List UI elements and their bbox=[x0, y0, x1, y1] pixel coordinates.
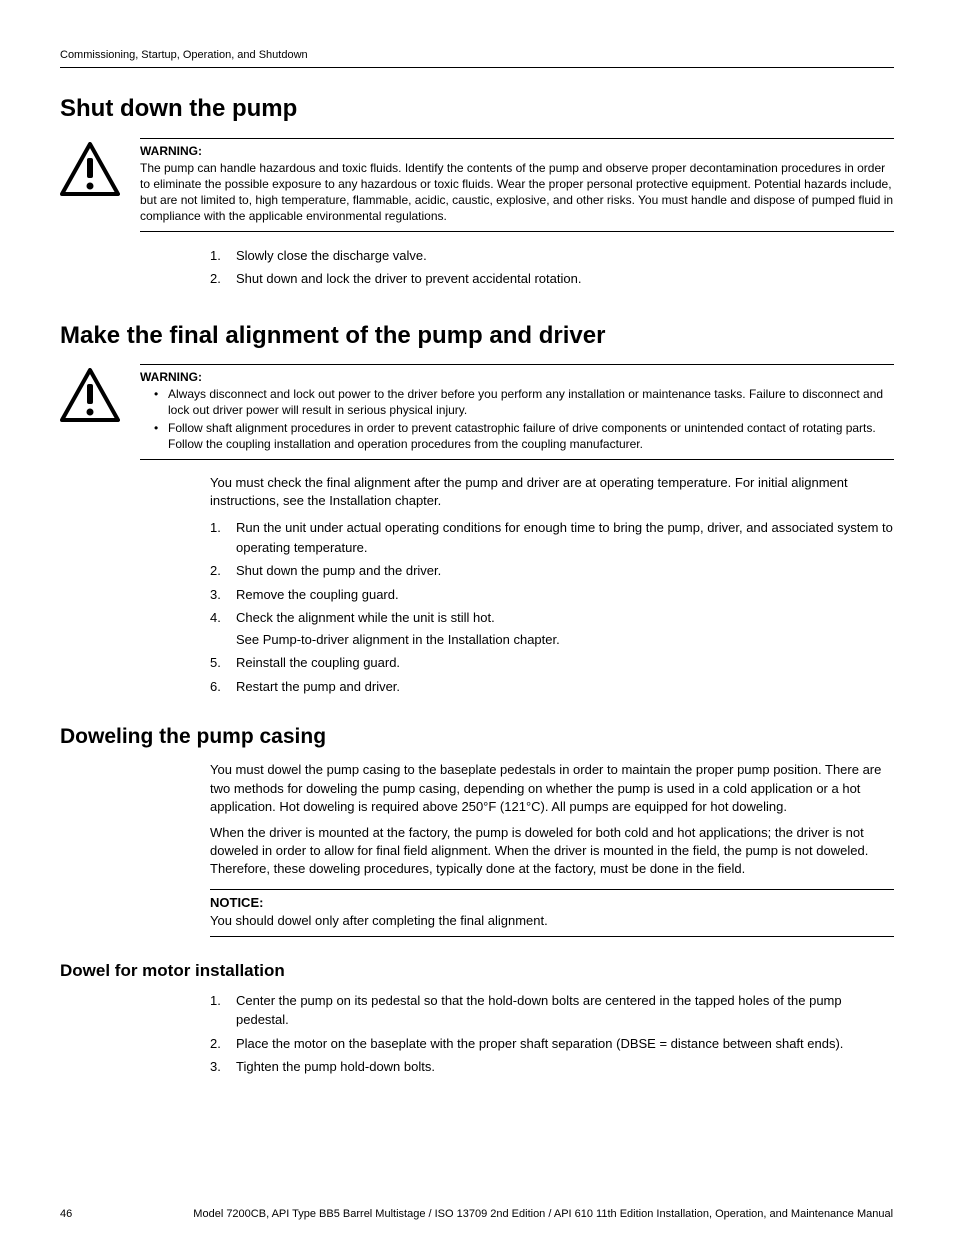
step-item: Run the unit under actual operating cond… bbox=[210, 518, 894, 557]
step-item: Center the pump on its pedestal so that … bbox=[210, 991, 894, 1030]
steps-alignment: Run the unit under actual operating cond… bbox=[210, 518, 894, 696]
warning-block-1: WARNING: The pump can handle hazardous a… bbox=[60, 138, 894, 232]
step-item: Place the motor on the baseplate with th… bbox=[210, 1034, 894, 1054]
warning-list-item: Always disconnect and lock out power to … bbox=[154, 386, 894, 418]
alignment-intro: You must check the final alignment after… bbox=[210, 474, 894, 510]
step-item: Check the alignment while the unit is st… bbox=[210, 608, 894, 649]
step-item: Tighten the pump hold-down bolts. bbox=[210, 1057, 894, 1077]
warning-list-item: Follow shaft alignment procedures in ord… bbox=[154, 420, 894, 452]
step-item: Remove the coupling guard. bbox=[210, 585, 894, 605]
steps-dowel-motor: Center the pump on its pedestal so that … bbox=[210, 991, 894, 1077]
notice-block: NOTICE: You should dowel only after comp… bbox=[210, 889, 894, 937]
warning-title: WARNING: bbox=[140, 369, 894, 386]
step-item: Slowly close the discharge valve. bbox=[210, 246, 894, 266]
warning-text: The pump can handle hazardous and toxic … bbox=[140, 160, 894, 225]
step-item: Restart the pump and driver. bbox=[210, 677, 894, 697]
page-number: 46 bbox=[60, 1207, 88, 1222]
page-footer: 46 Model 7200CB, API Type BB5 Barrel Mul… bbox=[60, 1207, 894, 1222]
notice-title: NOTICE: bbox=[210, 894, 894, 912]
warning-list: Always disconnect and lock out power to … bbox=[140, 386, 894, 453]
doweling-p2: When the driver is mounted at the factor… bbox=[210, 824, 894, 879]
warning-icon bbox=[60, 142, 120, 201]
step-item: Shut down and lock the driver to prevent… bbox=[210, 269, 894, 289]
step-item: Shut down the pump and the driver. bbox=[210, 561, 894, 581]
section-alignment-title: Make the final alignment of the pump and… bbox=[60, 319, 894, 353]
page-header: Commissioning, Startup, Operation, and S… bbox=[60, 48, 894, 68]
warning-icon bbox=[60, 368, 120, 427]
step-text: Check the alignment while the unit is st… bbox=[236, 610, 495, 625]
section-shut-down-title: Shut down the pump bbox=[60, 92, 894, 126]
notice-text: You should dowel only after completing t… bbox=[210, 912, 894, 930]
section-dowel-motor-title: Dowel for motor installation bbox=[60, 959, 894, 983]
footer-text: Model 7200CB, API Type BB5 Barrel Multis… bbox=[91, 1207, 893, 1222]
step-item: Reinstall the coupling guard. bbox=[210, 653, 894, 673]
section-doweling-title: Doweling the pump casing bbox=[60, 722, 894, 751]
warning-title: WARNING: bbox=[140, 143, 894, 160]
step-subtext: See Pump-to-driver alignment in the Inst… bbox=[236, 630, 894, 650]
doweling-p1: You must dowel the pump casing to the ba… bbox=[210, 761, 894, 816]
warning-block-2: WARNING: Always disconnect and lock out … bbox=[60, 364, 894, 460]
steps-shut-down: Slowly close the discharge valve. Shut d… bbox=[210, 246, 894, 289]
